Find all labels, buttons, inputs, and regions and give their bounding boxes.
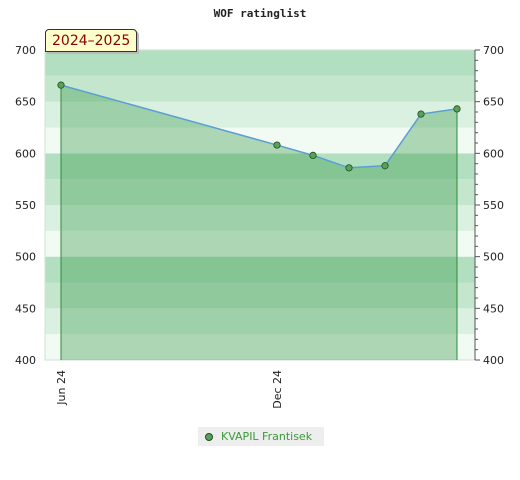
y-tick-label-right: 600	[483, 147, 504, 160]
series-area	[60, 85, 458, 360]
x-tick-label: Dec 24	[271, 370, 284, 409]
data-point[interactable]	[309, 151, 317, 159]
x-tick-label: Jun 24	[55, 370, 68, 406]
y-tick-label-right: 400	[483, 354, 504, 367]
grid-band	[45, 101, 475, 128]
y-tick-label-left: 500	[15, 251, 36, 264]
data-point[interactable]	[381, 162, 389, 170]
grid-band	[45, 230, 475, 257]
grid-band	[45, 153, 475, 180]
y-tick-label-left: 400	[15, 354, 36, 367]
y-axis-left: 400 450 500 550 600 650 700	[15, 44, 36, 367]
chart-title: WOF ratinglist	[214, 7, 307, 20]
grid-band	[45, 205, 475, 231]
y-tick-label-left: 600	[15, 147, 36, 160]
x-axis: Jun 24 Dec 24	[55, 370, 284, 409]
legend-marker-icon	[205, 432, 213, 441]
y-axis-right: 400 450 500 550 600 650 700	[474, 44, 504, 367]
grid-band	[45, 334, 475, 360]
y-tick-label-right: 550	[483, 199, 504, 212]
legend-label: KVAPIL Frantisek	[221, 430, 313, 443]
data-points	[57, 81, 461, 172]
grid-band	[45, 179, 475, 205]
y-tick-label-left: 650	[15, 96, 36, 109]
background-bands	[44, 49, 476, 361]
grid-band	[45, 256, 475, 283]
area-fill	[61, 85, 457, 360]
data-point[interactable]	[453, 105, 461, 113]
data-point[interactable]	[417, 110, 425, 118]
y-tick-label-right: 700	[483, 44, 504, 57]
y-tick-label-left: 550	[15, 199, 36, 212]
season-label: 2024–2025	[45, 29, 138, 52]
legend[interactable]: KVAPIL Frantisek	[198, 427, 324, 446]
y-tick-label-left: 700	[15, 44, 36, 57]
y-tick-label-right: 450	[483, 302, 504, 315]
y-tick-label-left: 450	[15, 302, 36, 315]
data-point[interactable]	[57, 81, 65, 89]
grid-band	[45, 75, 475, 102]
grid-band	[45, 308, 475, 335]
y-tick-label-right: 500	[483, 251, 504, 264]
y-tick-label-right: 650	[483, 96, 504, 109]
grid-band	[45, 282, 475, 309]
data-point[interactable]	[345, 164, 353, 172]
data-point[interactable]	[273, 141, 281, 149]
grid-band	[45, 50, 475, 76]
